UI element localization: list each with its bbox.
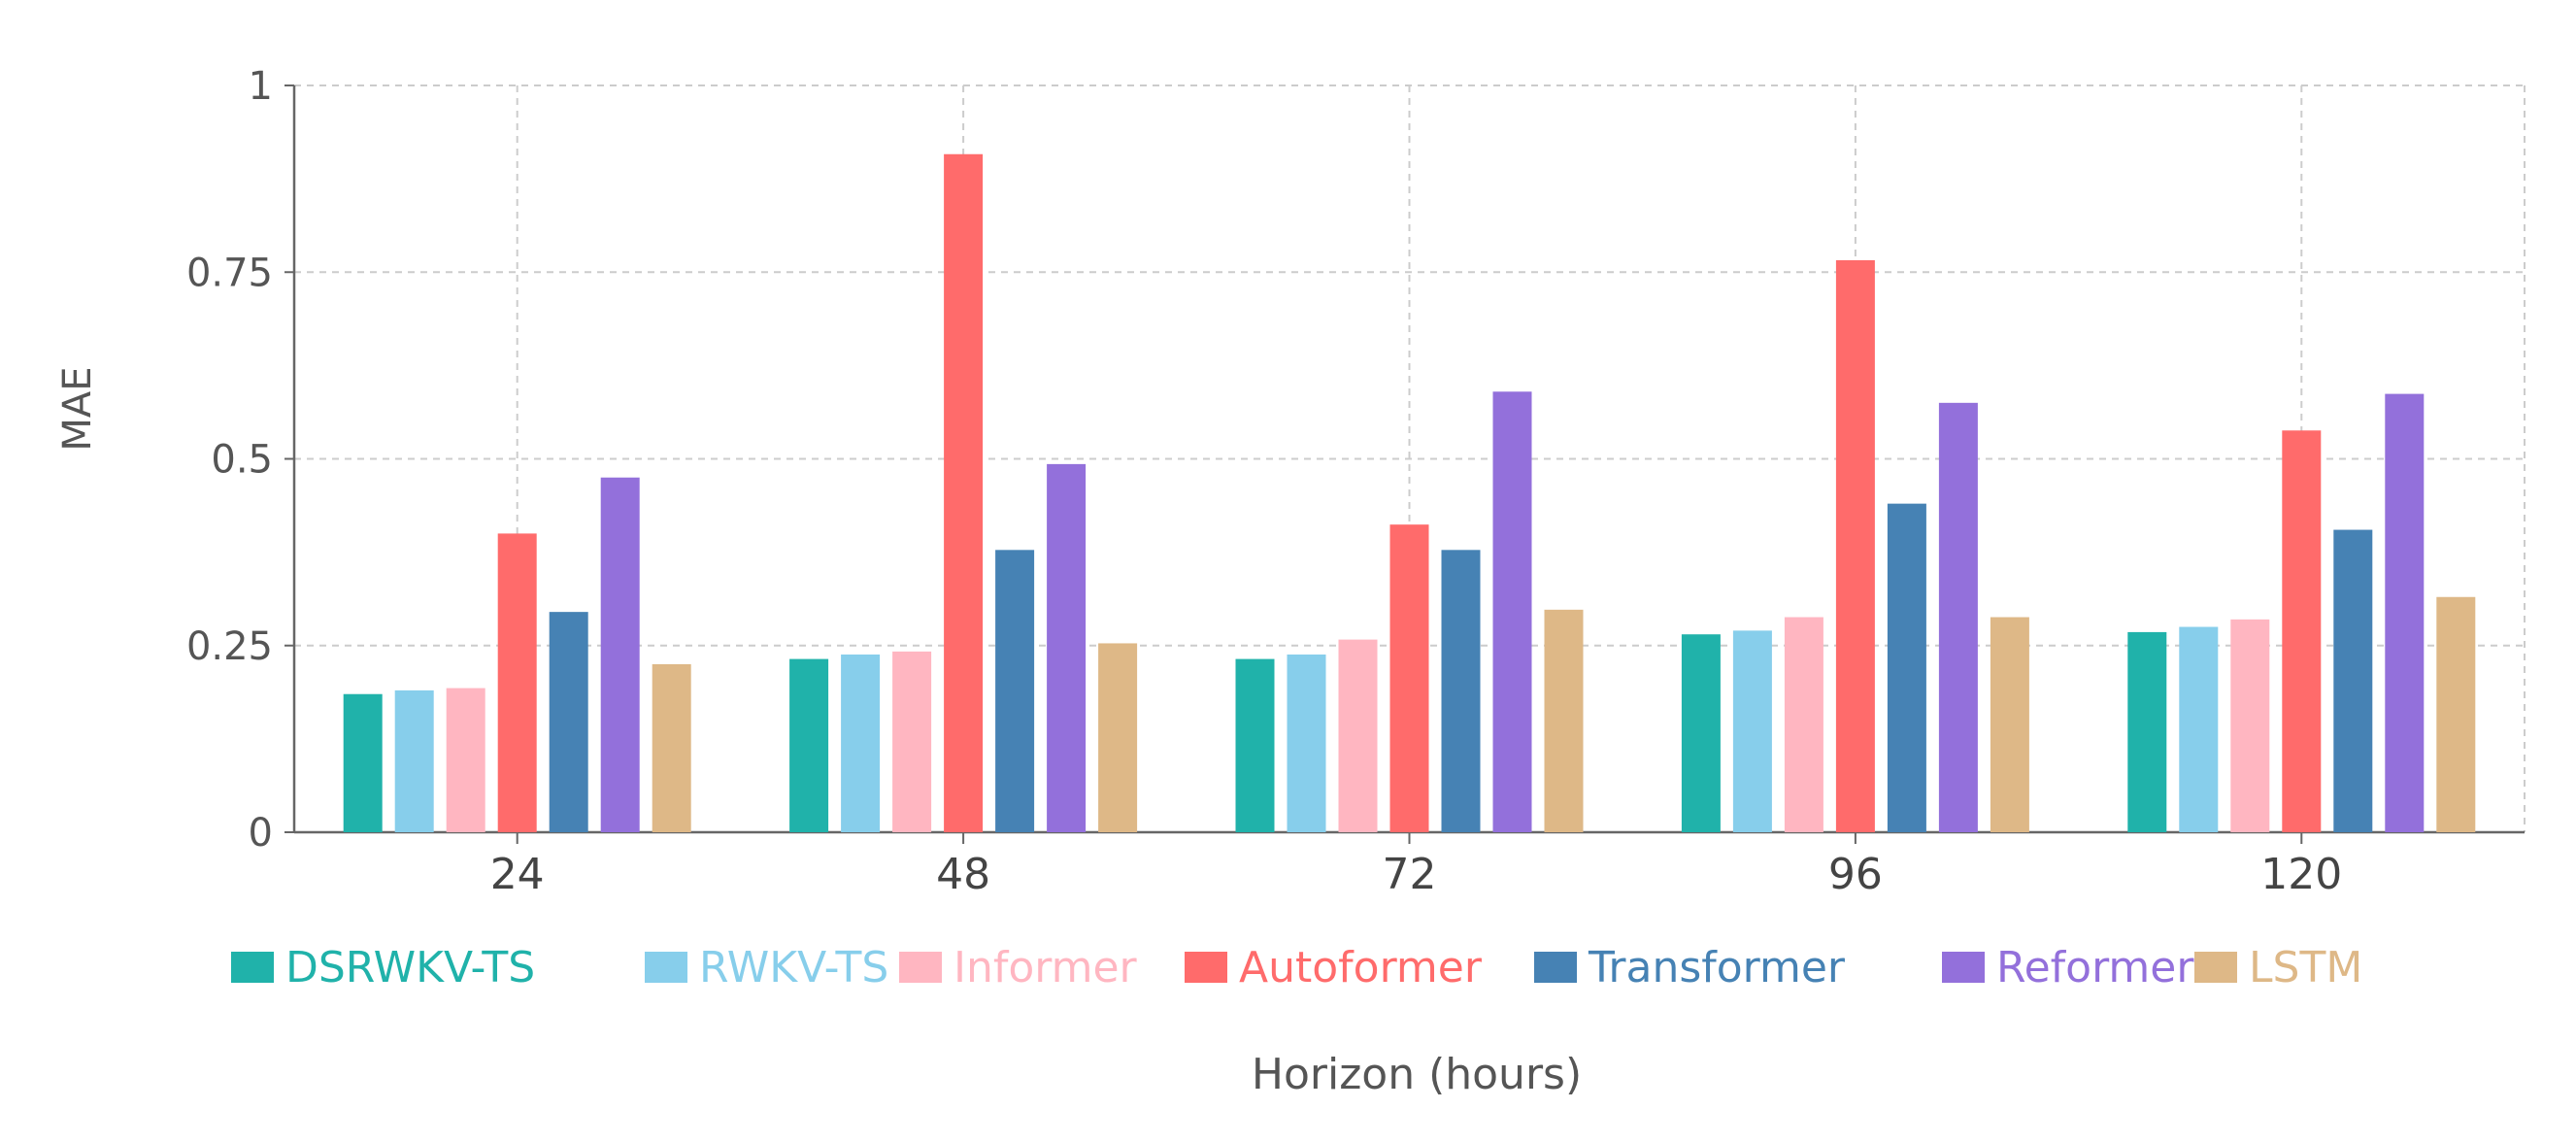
bar-reformer-24 (600, 477, 640, 832)
legend-swatch[interactable] (899, 952, 942, 983)
bar-layer (343, 153, 2476, 833)
bar-lstm-120 (2436, 596, 2476, 832)
bar-informer-96 (1784, 617, 1823, 832)
legend-swatch[interactable] (1534, 952, 1577, 983)
bar-autoformer-48 (944, 153, 984, 833)
bar-dsrwkv-ts-72 (1235, 658, 1275, 832)
legend-swatch[interactable] (231, 952, 274, 983)
bar-rwkv-ts-96 (1732, 630, 1772, 832)
legend-label[interactable]: Reformer (1996, 943, 2194, 992)
y-tick-label: 0.5 (211, 438, 273, 483)
bar-reformer-120 (2385, 393, 2425, 832)
bar-transformer-24 (549, 612, 588, 832)
bar-informer-48 (892, 651, 932, 832)
legend-label[interactable]: Informer (953, 943, 1138, 992)
bar-reformer-72 (1492, 391, 1532, 832)
bar-autoformer-72 (1389, 524, 1429, 832)
legend-swatch[interactable] (1185, 952, 1227, 983)
bar-autoformer-120 (2282, 430, 2322, 832)
legend-label[interactable]: Autoformer (1239, 943, 1483, 992)
x-tick-label: 120 (2260, 850, 2342, 899)
y-tick-label: 1 (249, 64, 273, 109)
bar-transformer-48 (995, 550, 1035, 832)
legend-label[interactable]: RWKV-TS (699, 943, 888, 992)
x-tick-label: 24 (490, 850, 545, 899)
bar-dsrwkv-ts-96 (1681, 634, 1721, 832)
bar-autoformer-24 (497, 533, 537, 832)
x-axis-label: Horizon (hours) (1252, 1050, 1582, 1099)
y-axis-label: MAE (55, 366, 100, 451)
bar-rwkv-ts-120 (2179, 626, 2219, 832)
bar-lstm-24 (652, 663, 691, 832)
legend-swatch[interactable] (1942, 952, 1985, 983)
legend-label[interactable]: Transformer (1588, 943, 1846, 992)
legend-label[interactable]: LSTM (2249, 943, 2362, 992)
bar-reformer-48 (1047, 463, 1087, 832)
bar-transformer-96 (1887, 503, 1926, 832)
bar-rwkv-ts-72 (1287, 654, 1326, 832)
y-tick-label: 0.75 (186, 251, 273, 295)
bar-transformer-72 (1441, 550, 1481, 832)
x-tick-label: 72 (1383, 850, 1437, 899)
x-tick-label: 48 (936, 850, 990, 899)
bar-informer-120 (2230, 619, 2270, 832)
legend-label[interactable]: DSRWKV-TS (285, 943, 535, 992)
bar-lstm-48 (1098, 643, 1138, 832)
bar-informer-72 (1338, 639, 1378, 832)
legend-swatch[interactable] (645, 952, 687, 983)
bar-rwkv-ts-24 (394, 689, 434, 832)
bar-dsrwkv-ts-24 (343, 693, 383, 832)
bar-autoformer-96 (1835, 259, 1875, 832)
y-tick-label: 0.25 (186, 624, 273, 669)
legend-swatch[interactable] (2194, 952, 2237, 983)
bar-lstm-72 (1544, 609, 1584, 832)
bar-dsrwkv-ts-48 (789, 658, 829, 832)
bar-informer-24 (446, 688, 485, 832)
bar-lstm-96 (1990, 617, 2029, 832)
bar-transformer-120 (2333, 529, 2373, 832)
bar-rwkv-ts-48 (841, 654, 881, 832)
legend: DSRWKV-TS RWKV-TS Informer Autoformer Transf… (231, 943, 2362, 992)
x-tick-label: 96 (1828, 850, 1883, 899)
bar-reformer-96 (1938, 402, 1978, 832)
bar-dsrwkv-ts-120 (2127, 631, 2167, 832)
y-tick-label: 0 (249, 811, 273, 856)
